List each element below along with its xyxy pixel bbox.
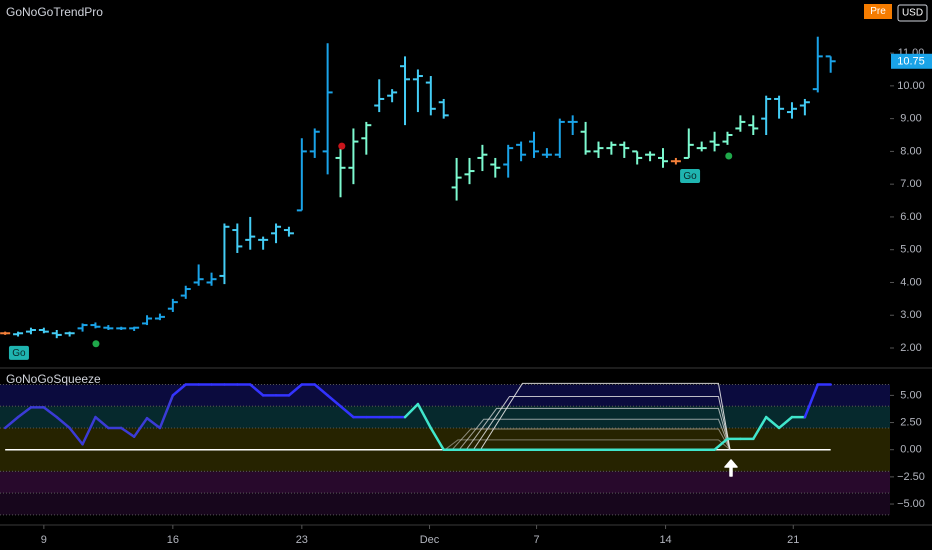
session-badge: [864, 4, 892, 19]
squeeze-segment: [313, 383, 329, 397]
zone-band: [0, 493, 890, 515]
zone-band: [0, 384, 890, 407]
squeeze-segment: [3, 415, 20, 430]
last-price-badge: [891, 53, 932, 69]
squeeze-segment: [416, 402, 433, 430]
squeeze-segment: [16, 406, 33, 419]
y-tick-label: 6.00: [900, 211, 921, 223]
last-price-label: 10.75: [897, 56, 925, 68]
squeeze-ladder: [444, 439, 731, 451]
squeeze-segment: [764, 415, 781, 430]
x-tick-label: 21: [787, 534, 799, 546]
x-tick-label: Dec: [420, 534, 440, 546]
squeeze-ladder: [472, 395, 731, 450]
y-tick-label: 3.00: [900, 309, 921, 321]
y-tick-label: 10.00: [897, 80, 925, 92]
squeeze-title: GoNoGoSqueeze: [6, 372, 101, 386]
session-label: Pre: [870, 6, 886, 17]
y-tick-label: 2.50: [900, 416, 921, 428]
currency-label: USD: [902, 8, 923, 19]
go-label: Go: [12, 348, 26, 359]
squeeze-segment: [287, 383, 304, 397]
squeeze-segment: [94, 415, 110, 430]
y-tick-label: 7.00: [900, 178, 921, 190]
zone-band: [0, 406, 890, 428]
squeeze-ladder: [480, 382, 731, 450]
y-tick-label: −5.00: [897, 498, 925, 510]
squeeze-segment: [403, 402, 420, 419]
squeeze-segment: [752, 415, 768, 441]
y-tick-label: 5.00: [900, 244, 921, 256]
squeeze-segment: [158, 394, 175, 430]
squeeze-segment: [145, 416, 162, 430]
squeeze-segment: [42, 406, 59, 419]
x-tick-label: 7: [534, 534, 540, 546]
x-tick-label: 16: [167, 534, 179, 546]
squeeze-segment: [68, 426, 84, 446]
squeeze-ladder: [465, 407, 731, 451]
squeeze-segment: [429, 426, 445, 451]
y-tick-label: 4.00: [900, 276, 921, 288]
squeeze-segment: [132, 416, 149, 438]
squeeze-segment: [248, 383, 265, 397]
squeeze-segment: [55, 415, 71, 430]
squeeze-segment: [713, 437, 729, 451]
squeeze-segment: [326, 394, 342, 408]
zone-band: [0, 471, 890, 494]
squeeze-segment: [339, 404, 355, 419]
y-tick-label: 8.00: [900, 145, 921, 157]
x-tick-label: 9: [41, 534, 47, 546]
x-tick-label: 14: [659, 534, 671, 546]
squeeze-segment: [777, 415, 794, 430]
go-badge: [680, 168, 701, 183]
squeeze-ladder: [458, 418, 731, 451]
signal-dot: [725, 152, 733, 160]
go-badge: [8, 345, 29, 360]
squeeze-segment: [119, 426, 136, 438]
y-tick-label: −2.50: [897, 471, 925, 483]
squeeze-segment: [803, 383, 820, 419]
y-tick-label: 5.00: [900, 389, 921, 401]
y-tick-label: 2.00: [900, 342, 921, 354]
price-title: GoNoGoTrendPro: [6, 5, 103, 19]
squeeze-segment: [81, 415, 97, 446]
signal-dot: [338, 142, 346, 150]
squeeze-arrow-icon: [724, 459, 738, 477]
squeeze-segment: [171, 383, 187, 397]
currency-badge[interactable]: [897, 4, 928, 22]
x-tick-label: 23: [296, 534, 308, 546]
y-tick-label: 0.00: [900, 444, 921, 456]
signal-dot: [92, 340, 100, 348]
squeeze-ladder: [451, 428, 731, 451]
go-label: Go: [683, 171, 697, 182]
y-tick-label: 9.00: [900, 113, 921, 125]
